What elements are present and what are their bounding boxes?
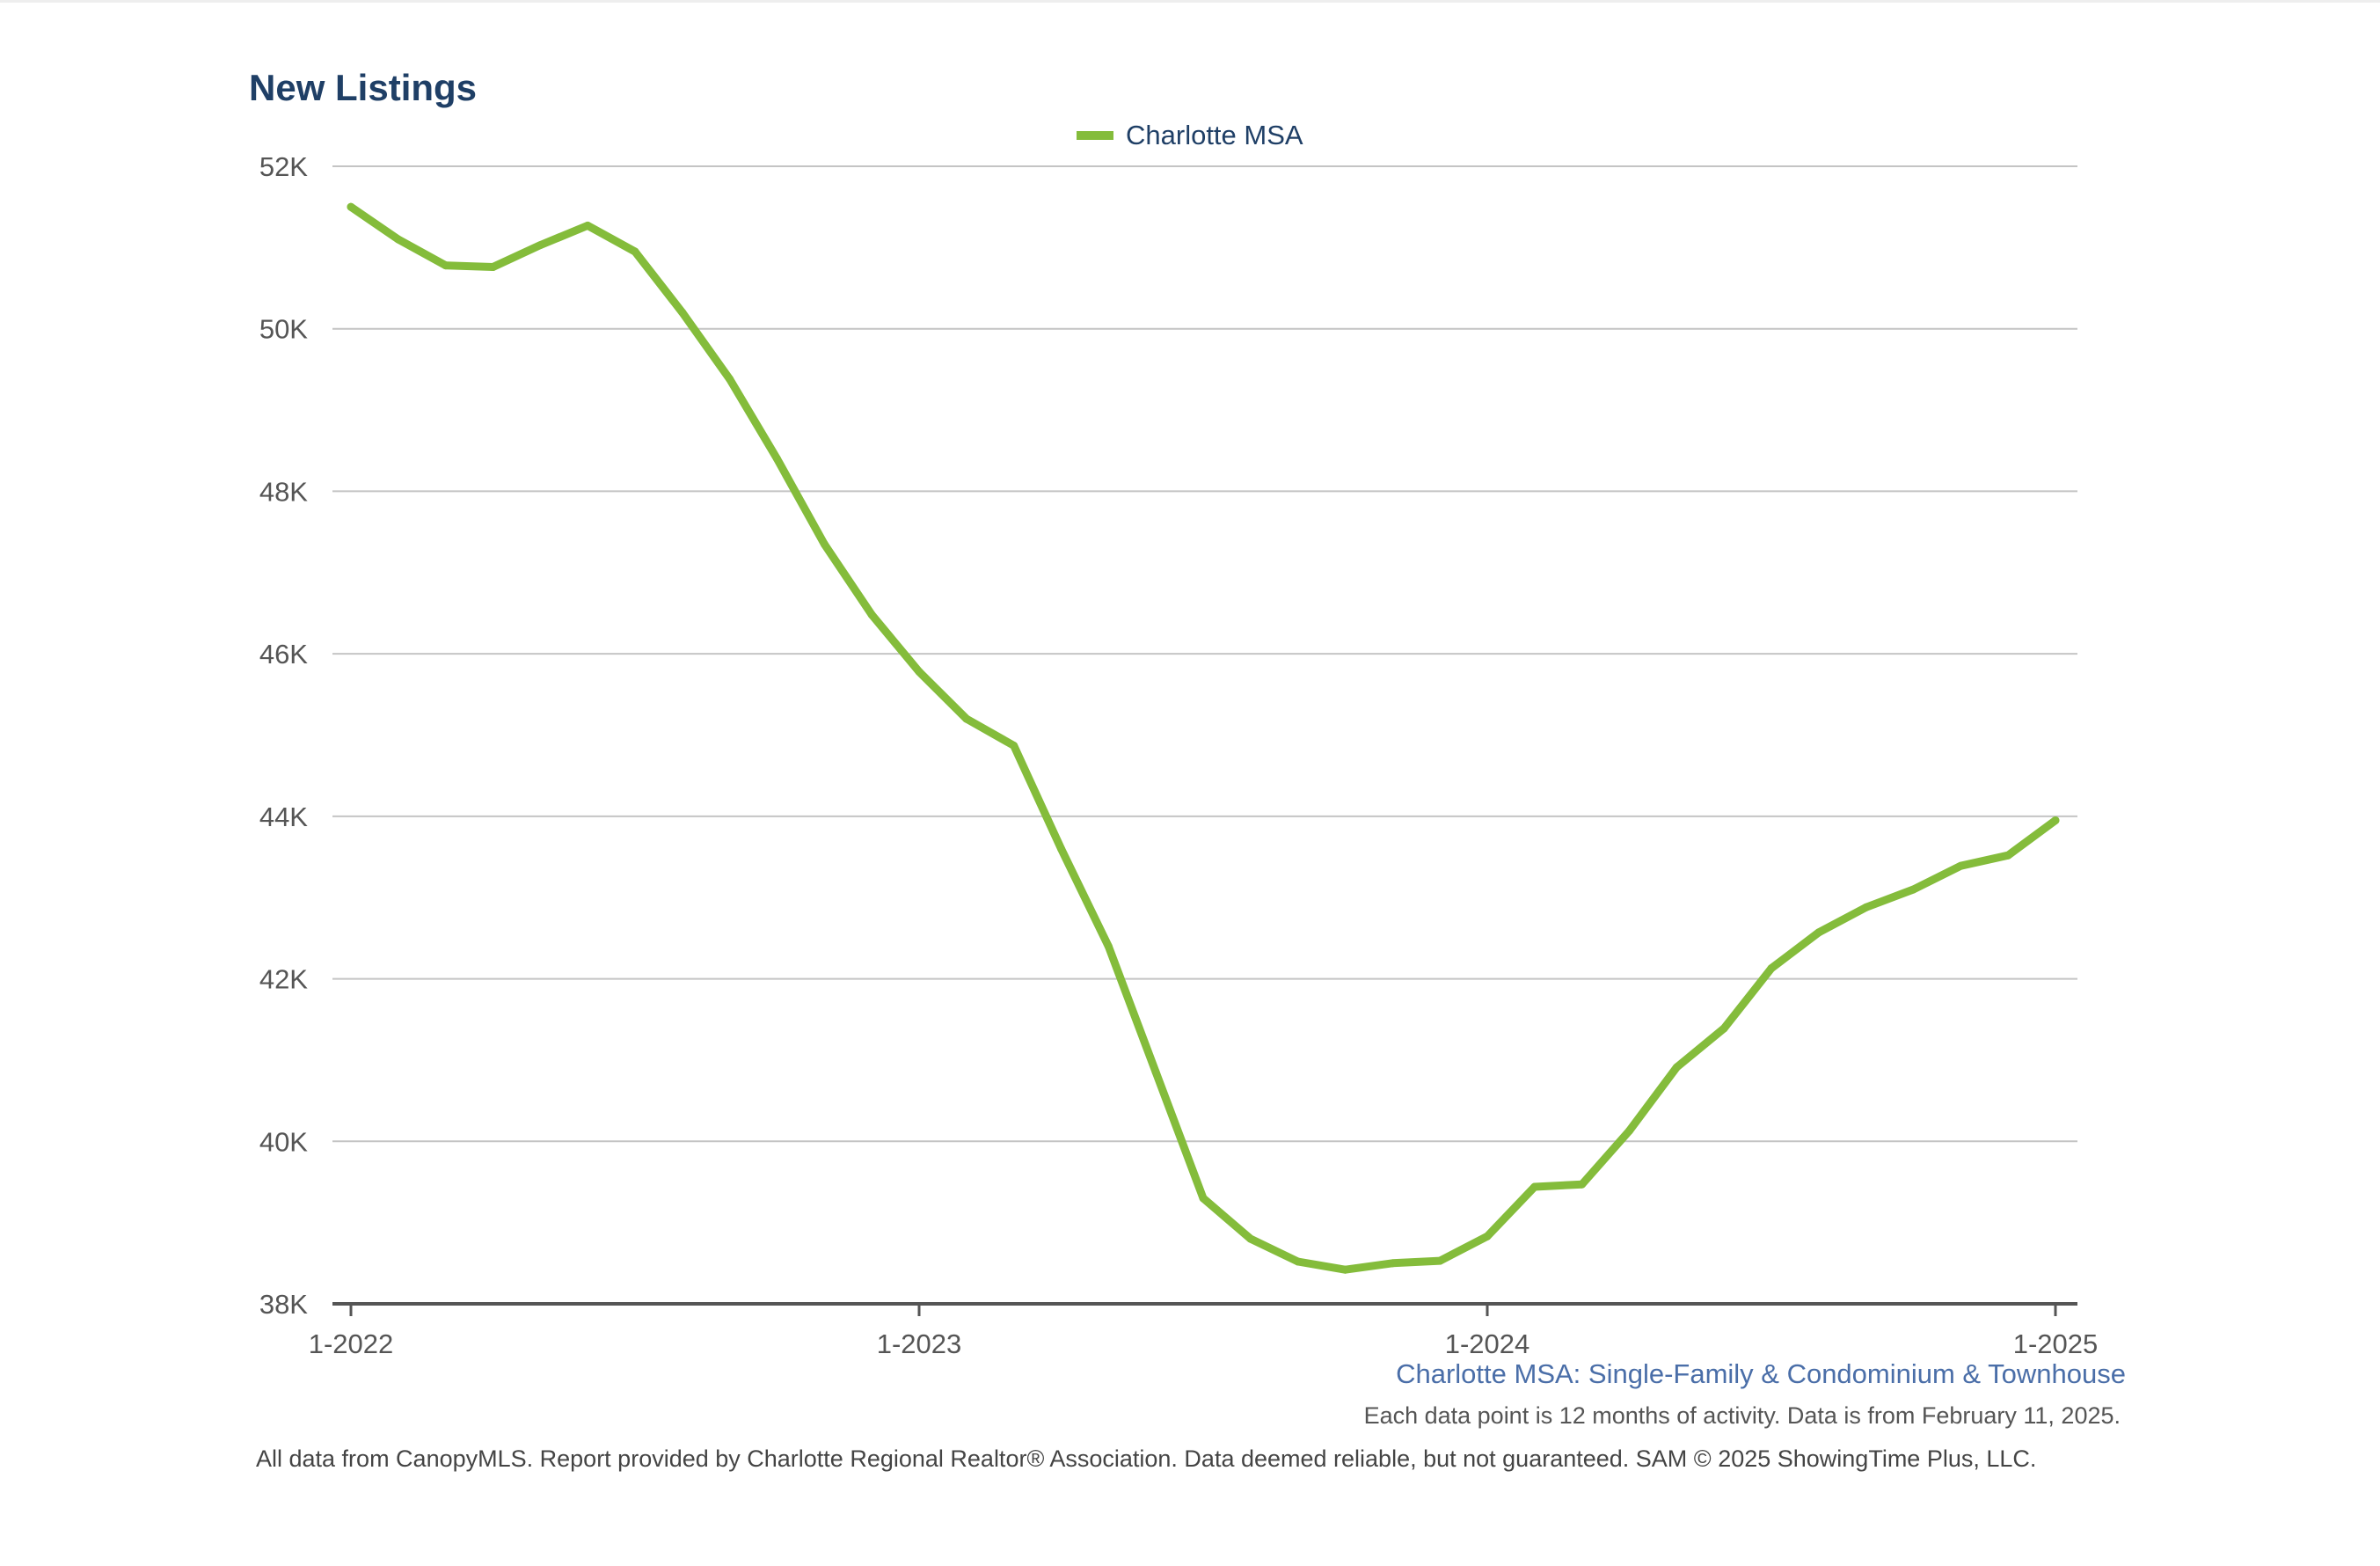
data-point: [1294, 1257, 1303, 1266]
data-point: [1010, 742, 1018, 750]
x-axis-ticks: 1-2022 1-2023 1-2024 1-2025: [309, 1304, 2099, 1359]
data-point: [1672, 1063, 1681, 1072]
y-tick-label: 38K: [259, 1289, 308, 1320]
y-tick-label: 44K: [259, 801, 308, 832]
y-tick-label: 46K: [259, 639, 308, 670]
legend-label-charlotte-msa: Charlotte MSA: [1126, 120, 1303, 150]
data-point: [1483, 1232, 1492, 1240]
data-point: [1530, 1182, 1539, 1191]
y-tick-label: 50K: [259, 314, 308, 345]
footer-disclaimer: All data from CanopyMLS. Report provided…: [256, 1445, 2037, 1472]
data-point: [773, 454, 781, 463]
x-tick-label: 1-2023: [877, 1328, 962, 1359]
data-point: [631, 247, 639, 256]
data-point: [1199, 1194, 1208, 1203]
data-point: [726, 375, 734, 384]
data-point: [442, 261, 450, 270]
y-tick-label: 48K: [259, 476, 308, 507]
data-point: [1151, 1068, 1160, 1077]
data-point: [394, 235, 403, 244]
x-tick-label: 1-2024: [1445, 1328, 1530, 1359]
gridlines: [332, 165, 2077, 1143]
data-point: [962, 714, 971, 723]
y-tick-label: 40K: [259, 1126, 308, 1157]
x-tick-label: 1-2025: [2013, 1328, 2099, 1359]
data-point: [678, 308, 687, 317]
data-point: [1388, 1259, 1397, 1268]
data-point: [1246, 1234, 1255, 1243]
data-point: [1578, 1180, 1587, 1189]
data-point: [915, 667, 924, 676]
data-point: [1104, 942, 1113, 951]
data-point: [820, 539, 829, 548]
top-divider: [0, 0, 2380, 3]
data-point: [1435, 1256, 1444, 1265]
data-point: [1625, 1126, 1633, 1135]
data-point: [1862, 903, 1871, 911]
data-point: [583, 221, 592, 230]
data-point: [1057, 845, 1065, 853]
data-point: [867, 611, 876, 619]
data-point: [1719, 1024, 1728, 1033]
chart-subtitle: Charlotte MSA: Single-Family & Condomini…: [1396, 1358, 2126, 1389]
y-axis-ticks: 38K 40K 42K 44K 46K 48K 50K 52K: [259, 151, 308, 1320]
data-point: [2004, 851, 2012, 860]
data-point: [1767, 964, 1776, 973]
data-point: [489, 263, 497, 272]
series-line-charlotte-msa: [347, 202, 2060, 1274]
chart-title: New Listings: [249, 67, 478, 108]
data-point: [347, 202, 355, 211]
x-tick-label: 1-2022: [309, 1328, 394, 1359]
data-point: [1909, 885, 1917, 894]
series-layer: [347, 202, 2060, 1274]
y-tick-label: 52K: [259, 151, 308, 182]
data-point: [536, 241, 544, 250]
data-point: [2051, 816, 2060, 824]
data-note: Each data point is 12 months of activity…: [1363, 1402, 2121, 1429]
y-tick-label: 42K: [259, 964, 308, 995]
legend-swatch-charlotte-msa: [1077, 131, 1113, 140]
data-point: [1341, 1265, 1349, 1274]
chart-legend: Charlotte MSA: [1077, 120, 1303, 151]
data-point: [1814, 928, 1823, 937]
data-point: [1956, 861, 1965, 870]
